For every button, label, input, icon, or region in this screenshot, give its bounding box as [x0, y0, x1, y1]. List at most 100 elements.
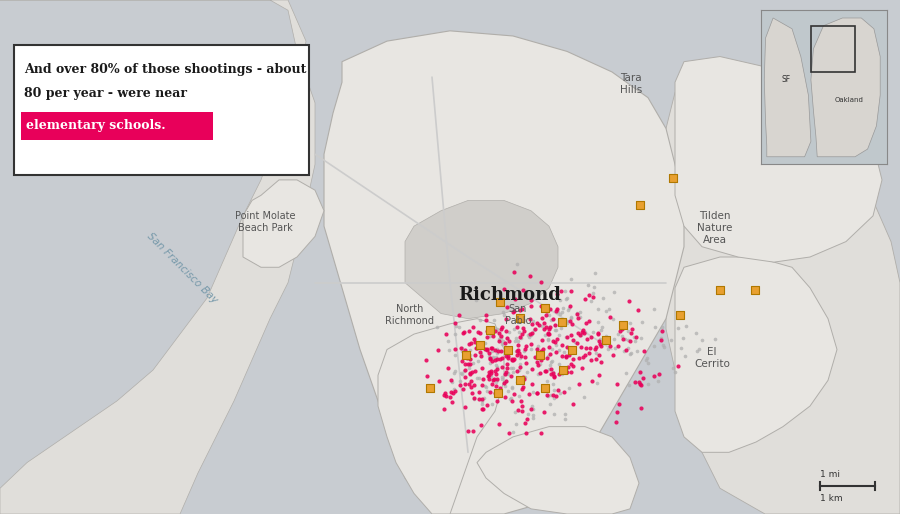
Point: [509, 260, 524, 268]
Point: [499, 315, 513, 323]
Point: [458, 360, 473, 369]
Point: [484, 380, 499, 389]
Point: [541, 329, 555, 337]
Point: [497, 285, 511, 293]
Point: [508, 408, 523, 416]
Point: [447, 369, 462, 377]
Point: [453, 380, 467, 389]
Point: [448, 351, 463, 359]
Point: [545, 345, 560, 353]
Point: [493, 298, 508, 306]
Point: [514, 397, 528, 406]
Point: [480, 333, 494, 341]
Point: [445, 378, 459, 387]
Point: [539, 354, 554, 362]
Point: [509, 367, 524, 375]
Point: [466, 395, 481, 403]
Point: [540, 336, 554, 344]
Point: [533, 369, 547, 377]
Point: [559, 353, 573, 361]
Text: SF: SF: [781, 75, 790, 84]
Point: [547, 338, 562, 346]
Point: [479, 383, 493, 391]
Point: [474, 395, 489, 403]
Point: [527, 325, 542, 333]
Point: [448, 387, 463, 395]
Point: [556, 320, 571, 328]
Point: [573, 331, 588, 339]
Point: [538, 323, 553, 331]
Point: [458, 380, 473, 388]
Point: [544, 391, 558, 399]
Polygon shape: [675, 57, 882, 262]
Point: [545, 380, 560, 388]
Point: [610, 342, 625, 350]
Point: [498, 393, 512, 401]
Point: [640, 354, 654, 362]
Point: [457, 402, 472, 411]
Point: [606, 351, 620, 359]
Point: [488, 368, 502, 376]
Point: [590, 379, 604, 387]
Point: [616, 347, 631, 355]
Point: [564, 275, 579, 283]
Point: [560, 342, 574, 351]
Point: [471, 342, 485, 350]
Point: [493, 355, 508, 363]
Point: [473, 421, 488, 429]
Point: [584, 377, 598, 385]
Point: [469, 296, 483, 304]
Point: [573, 342, 588, 351]
Point: [454, 369, 468, 377]
Point: [490, 325, 504, 333]
Point: [491, 375, 505, 383]
Point: [628, 337, 643, 345]
Point: [600, 345, 615, 353]
Point: [554, 370, 569, 378]
Point: [498, 370, 512, 378]
Point: [516, 373, 530, 381]
Point: [476, 394, 491, 402]
Point: [462, 361, 476, 369]
Point: [419, 356, 434, 364]
Point: [452, 311, 466, 319]
Point: [620, 327, 634, 336]
Point: [500, 370, 515, 378]
Point: [668, 368, 682, 376]
Point: [458, 366, 473, 374]
Point: [523, 330, 537, 338]
Point: [515, 305, 529, 313]
Point: [634, 381, 648, 389]
Point: [549, 341, 563, 350]
Point: [472, 348, 487, 357]
Point: [589, 345, 603, 353]
Text: El
Cerrito: El Cerrito: [694, 347, 730, 369]
Point: [484, 372, 499, 380]
Point: [691, 345, 706, 354]
Point: [489, 353, 503, 361]
Point: [497, 379, 511, 388]
Point: [546, 368, 561, 376]
Point: [500, 334, 515, 342]
Point: [562, 302, 577, 310]
Point: [578, 296, 592, 304]
Point: [573, 313, 588, 321]
Point: [666, 174, 680, 182]
Point: [533, 359, 547, 368]
Point: [448, 330, 463, 338]
Point: [437, 391, 452, 399]
Point: [536, 322, 550, 331]
Point: [494, 333, 508, 341]
FancyBboxPatch shape: [14, 45, 309, 175]
Point: [537, 332, 552, 340]
Point: [495, 354, 509, 362]
Polygon shape: [324, 31, 684, 514]
Point: [638, 356, 652, 364]
Point: [508, 346, 523, 355]
Polygon shape: [405, 200, 558, 319]
Point: [475, 400, 490, 409]
Point: [505, 396, 519, 405]
Point: [617, 335, 632, 343]
Point: [487, 316, 501, 324]
Point: [535, 336, 549, 344]
